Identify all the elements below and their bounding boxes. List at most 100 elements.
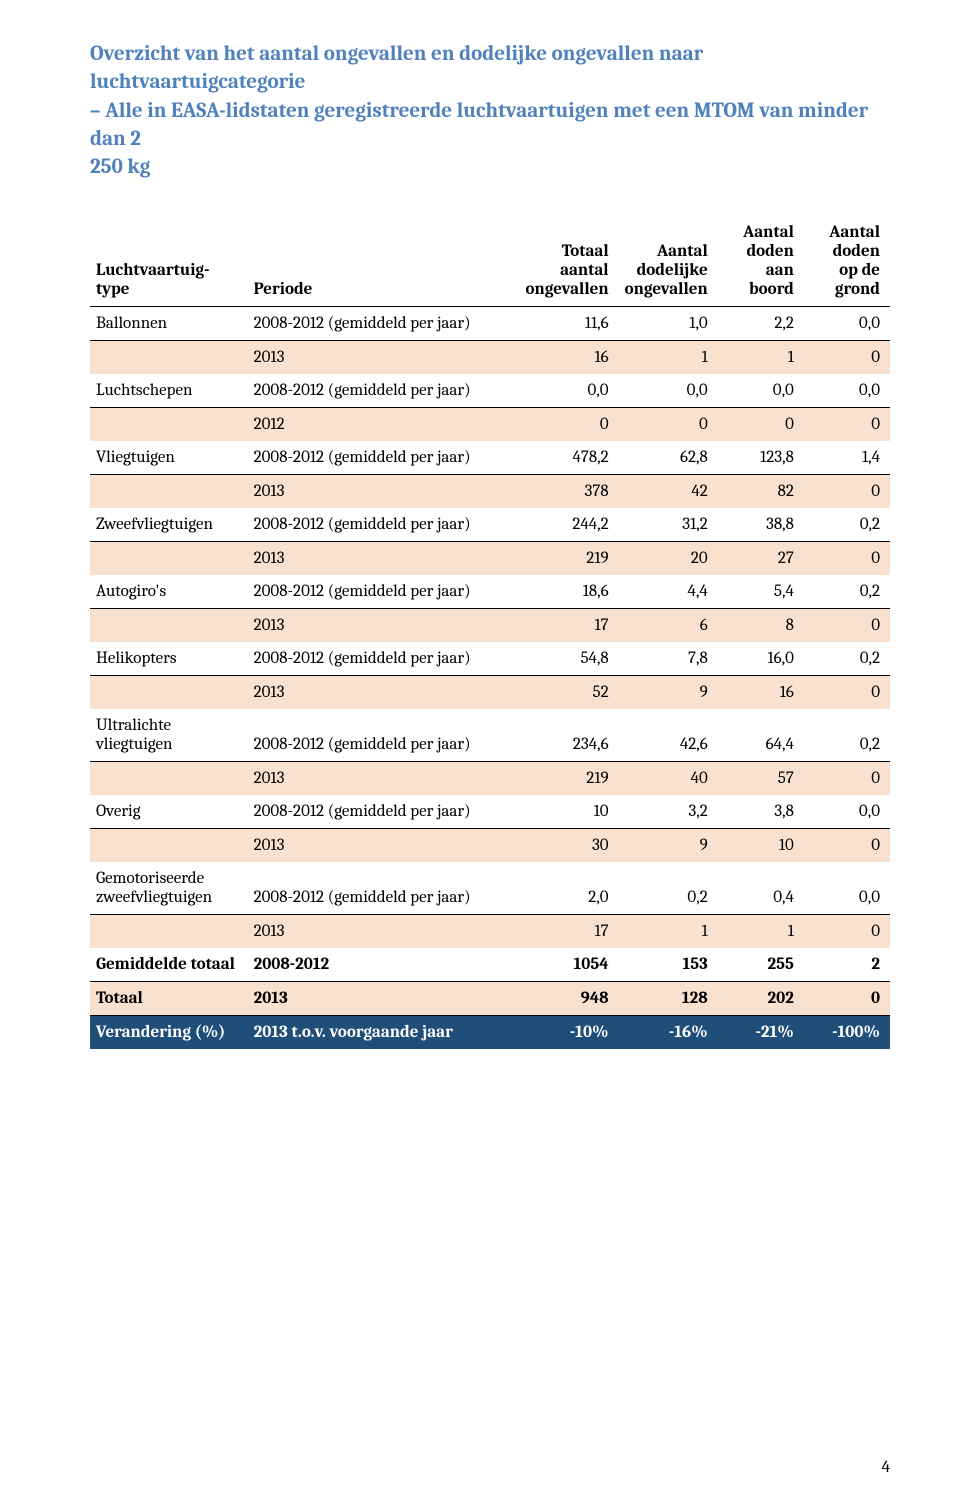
table-row: 201317110 xyxy=(90,914,890,948)
table-row: 201316110 xyxy=(90,340,890,374)
cell-type xyxy=(90,474,248,508)
cell-type: Overig xyxy=(90,795,248,829)
cell-type: Zweefvliegtuigen xyxy=(90,508,248,542)
col-dodelijke: Aantal dodelijke ongevallen xyxy=(619,216,718,307)
cell-doden-grond: 0 xyxy=(804,340,890,374)
table-row: 201321920270 xyxy=(90,541,890,575)
cell-doden-grond: 0 xyxy=(804,541,890,575)
cell-dodelijke: 42,6 xyxy=(619,709,718,762)
cell-periode: 2008-2012 (gemiddeld per jaar) xyxy=(248,642,520,676)
cell-doden-boord: 64,4 xyxy=(718,709,804,762)
cell-periode: 2008-2012 (gemiddeld per jaar) xyxy=(248,862,520,915)
cell-periode: 2008-2012 (gemiddeld per jaar) xyxy=(248,374,520,408)
cell-periode: 2013 xyxy=(248,608,520,642)
cell-dodelijke: 128 xyxy=(619,981,718,1015)
table-row: 201317680 xyxy=(90,608,890,642)
cell-totaal: 219 xyxy=(519,541,618,575)
cell-periode: 2008-2012 (gemiddeld per jaar) xyxy=(248,441,520,475)
cell-type: Luchtschepen xyxy=(90,374,248,408)
cell-doden-boord: 2,2 xyxy=(718,306,804,340)
cell-totaal: 54,8 xyxy=(519,642,618,676)
cell-totaal: 234,6 xyxy=(519,709,618,762)
table-row: Gemiddelde totaal2008-201210541532552 xyxy=(90,948,890,982)
cell-type: Vliegtuigen xyxy=(90,441,248,475)
cell-totaal: 17 xyxy=(519,608,618,642)
cell-totaal: 478,2 xyxy=(519,441,618,475)
cell-doden-boord: 57 xyxy=(718,761,804,795)
title-line-1: Overzicht van het aantal ongevallen en d… xyxy=(90,42,703,94)
cell-type xyxy=(90,608,248,642)
cell-doden-boord: 3,8 xyxy=(718,795,804,829)
cell-periode: 2013 xyxy=(248,914,520,948)
cell-doden-boord: 27 xyxy=(718,541,804,575)
cell-type xyxy=(90,407,248,441)
cell-totaal: 17 xyxy=(519,914,618,948)
cell-periode: 2013 xyxy=(248,981,520,1015)
cell-doden-grond: 0 xyxy=(804,914,890,948)
table-row: Overig2008-2012 (gemiddeld per jaar)103,… xyxy=(90,795,890,829)
cell-doden-boord: 16,0 xyxy=(718,642,804,676)
table-row: Vliegtuigen2008-2012 (gemiddeld per jaar… xyxy=(90,441,890,475)
cell-periode: 2012 xyxy=(248,407,520,441)
cell-type xyxy=(90,761,248,795)
cell-totaal: 1054 xyxy=(519,948,618,982)
cell-dodelijke: 9 xyxy=(619,828,718,862)
cell-doden-boord: 123,8 xyxy=(718,441,804,475)
cell-periode: 2013 xyxy=(248,675,520,709)
cell-doden-grond: 2 xyxy=(804,948,890,982)
cell-doden-grond: 0,0 xyxy=(804,374,890,408)
table-row: 2013309100 xyxy=(90,828,890,862)
cell-totaal: 10 xyxy=(519,795,618,829)
cell-periode: 2013 xyxy=(248,541,520,575)
cell-dodelijke: 31,2 xyxy=(619,508,718,542)
cell-totaal: 11,6 xyxy=(519,306,618,340)
col-type: Luchtvaartuig- type xyxy=(90,216,248,307)
cell-doden-boord: -21% xyxy=(718,1015,804,1049)
cell-totaal: 948 xyxy=(519,981,618,1015)
cell-doden-grond: 0,2 xyxy=(804,642,890,676)
cell-doden-boord: 255 xyxy=(718,948,804,982)
cell-doden-boord: 1 xyxy=(718,914,804,948)
page-title: Overzicht van het aantal ongevallen en d… xyxy=(90,40,890,182)
cell-periode: 2008-2012 (gemiddeld per jaar) xyxy=(248,575,520,609)
cell-doden-grond: 0,2 xyxy=(804,709,890,762)
table-row: 20120000 xyxy=(90,407,890,441)
cell-dodelijke: 0,0 xyxy=(619,374,718,408)
cell-type xyxy=(90,340,248,374)
cell-doden-boord: 5,4 xyxy=(718,575,804,609)
cell-totaal: 0,0 xyxy=(519,374,618,408)
cell-type: Autogiro's xyxy=(90,575,248,609)
cell-doden-grond: 0,0 xyxy=(804,795,890,829)
cell-type xyxy=(90,541,248,575)
cell-type: Totaal xyxy=(90,981,248,1015)
cell-doden-boord: 0,0 xyxy=(718,374,804,408)
cell-doden-boord: 1 xyxy=(718,340,804,374)
cell-doden-boord: 10 xyxy=(718,828,804,862)
cell-periode: 2013 xyxy=(248,761,520,795)
cell-type: Verandering (%) xyxy=(90,1015,248,1049)
page-number: 4 xyxy=(882,1458,890,1477)
cell-type: Gemiddelde totaal xyxy=(90,948,248,982)
cell-doden-grond: 0 xyxy=(804,981,890,1015)
cell-doden-boord: 0,4 xyxy=(718,862,804,915)
cell-doden-boord: 0 xyxy=(718,407,804,441)
cell-dodelijke: -16% xyxy=(619,1015,718,1049)
col-doden-boord: Aantal doden aan boord xyxy=(718,216,804,307)
cell-totaal: 52 xyxy=(519,675,618,709)
table-row: Ultralichte vliegtuigen2008-2012 (gemidd… xyxy=(90,709,890,762)
cell-type xyxy=(90,828,248,862)
cell-doden-grond: 0 xyxy=(804,675,890,709)
table-row: Gemotoriseerde zweefvliegtuigen2008-2012… xyxy=(90,862,890,915)
cell-doden-boord: 82 xyxy=(718,474,804,508)
table-row: Luchtschepen2008-2012 (gemiddeld per jaa… xyxy=(90,374,890,408)
table-row: 2013529160 xyxy=(90,675,890,709)
cell-totaal: 2,0 xyxy=(519,862,618,915)
header-row: Luchtvaartuig- type Periode Totaal aanta… xyxy=(90,216,890,307)
table-row: 201337842820 xyxy=(90,474,890,508)
cell-dodelijke: 153 xyxy=(619,948,718,982)
cell-dodelijke: 62,8 xyxy=(619,441,718,475)
cell-dodelijke: 0,2 xyxy=(619,862,718,915)
cell-doden-grond: 0,2 xyxy=(804,508,890,542)
cell-type xyxy=(90,675,248,709)
cell-periode: 2008-2012 xyxy=(248,948,520,982)
